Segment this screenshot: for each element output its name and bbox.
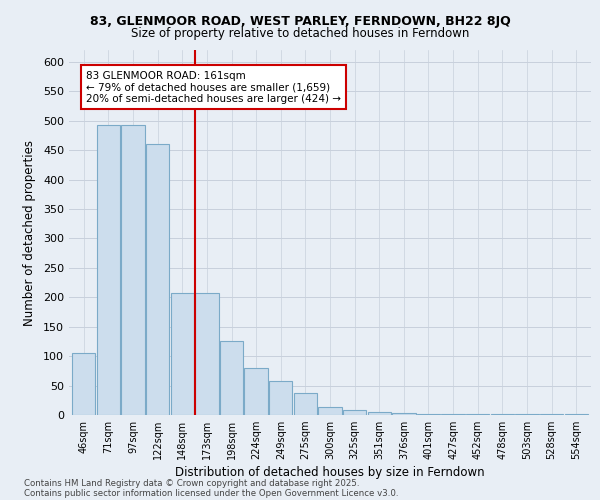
Bar	[121, 126, 145, 415]
Bar	[491, 414, 514, 415]
Bar	[540, 414, 563, 415]
Bar	[72, 353, 95, 415]
Bar	[392, 413, 416, 415]
Text: Contains HM Land Registry data © Crown copyright and database right 2025.: Contains HM Land Registry data © Crown c…	[24, 478, 359, 488]
Bar	[319, 408, 341, 415]
Bar	[466, 414, 490, 415]
Bar	[565, 414, 588, 415]
Bar	[244, 368, 268, 415]
Text: 83, GLENMOOR ROAD, WEST PARLEY, FERNDOWN, BH22 8JQ: 83, GLENMOOR ROAD, WEST PARLEY, FERNDOWN…	[89, 15, 511, 28]
Bar	[170, 293, 194, 415]
Bar	[97, 126, 120, 415]
Bar	[146, 144, 169, 415]
Text: Contains public sector information licensed under the Open Government Licence v3: Contains public sector information licen…	[24, 488, 398, 498]
Bar	[368, 412, 391, 415]
Bar	[515, 414, 539, 415]
Bar	[195, 293, 218, 415]
Bar	[442, 414, 465, 415]
Text: Size of property relative to detached houses in Ferndown: Size of property relative to detached ho…	[131, 28, 469, 40]
Bar	[417, 414, 440, 415]
X-axis label: Distribution of detached houses by size in Ferndown: Distribution of detached houses by size …	[175, 466, 485, 479]
Y-axis label: Number of detached properties: Number of detached properties	[23, 140, 36, 326]
Bar	[343, 410, 367, 415]
Text: 83 GLENMOOR ROAD: 161sqm
← 79% of detached houses are smaller (1,659)
20% of sem: 83 GLENMOOR ROAD: 161sqm ← 79% of detach…	[86, 70, 341, 104]
Bar	[293, 392, 317, 415]
Bar	[269, 381, 292, 415]
Bar	[220, 342, 243, 415]
